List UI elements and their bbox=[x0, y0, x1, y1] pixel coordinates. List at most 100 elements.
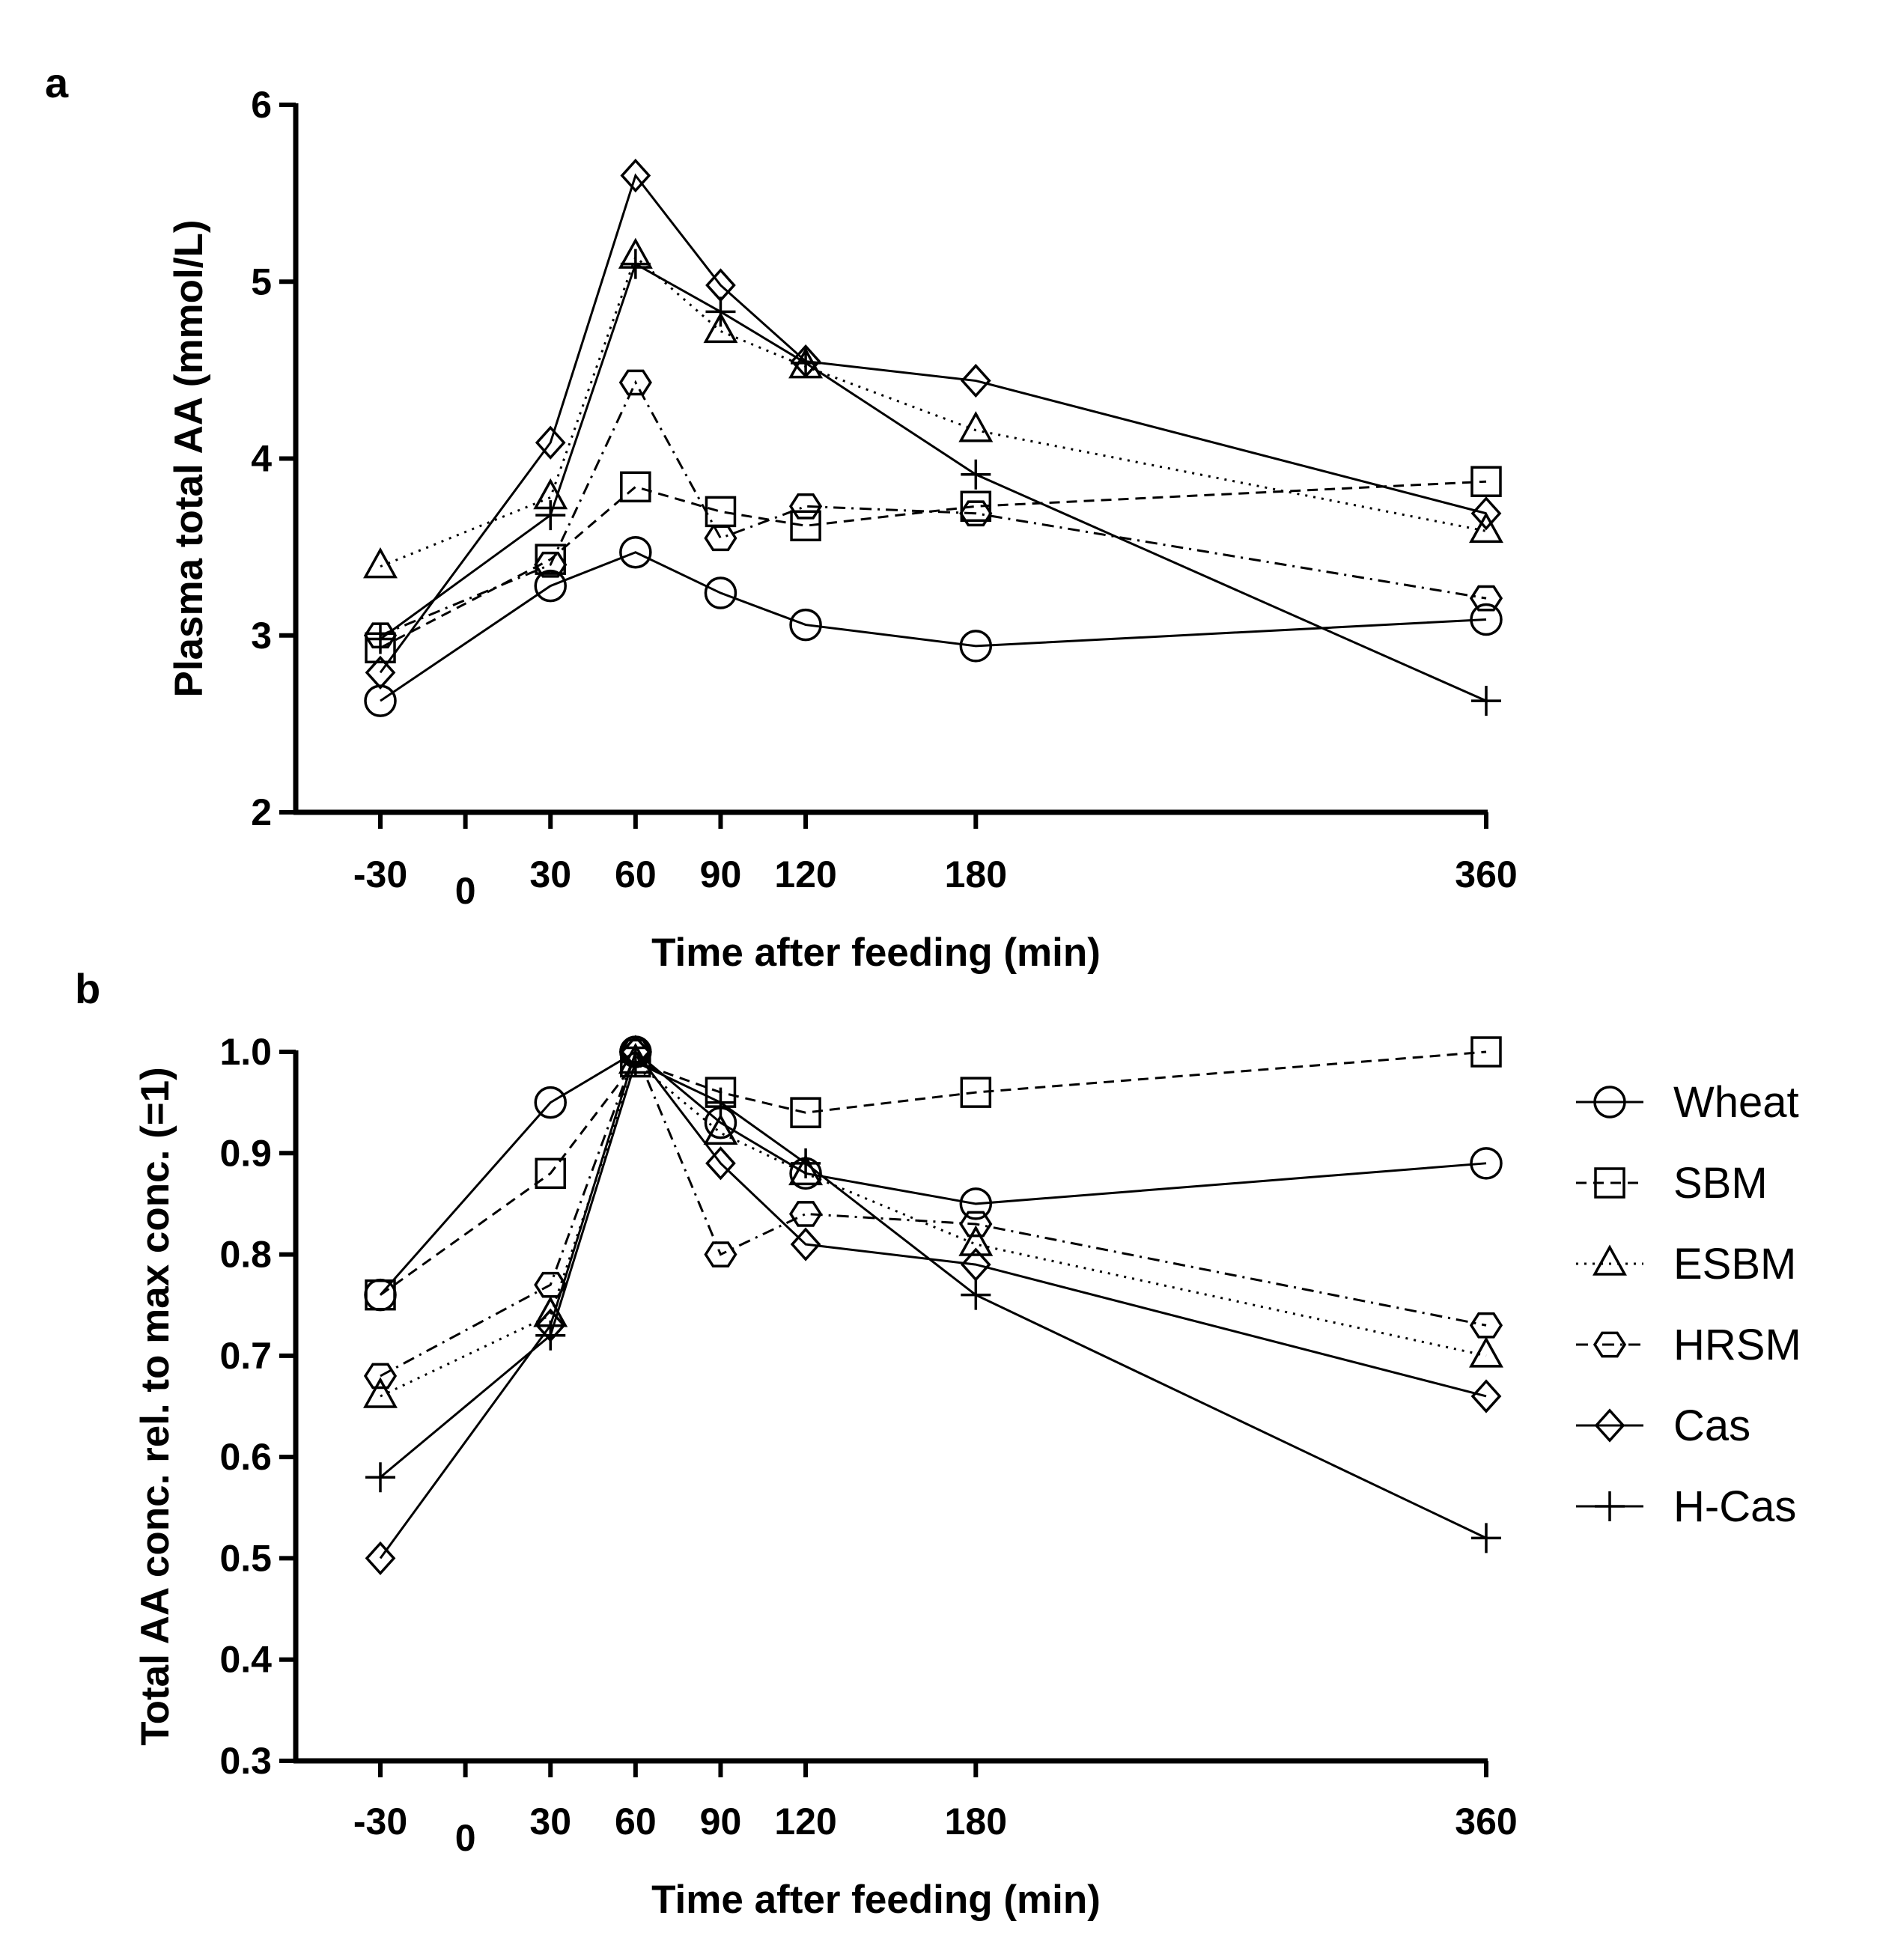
data-point-cas bbox=[960, 1247, 991, 1282]
data-point-hrsm bbox=[788, 493, 823, 520]
y-tick-label: 0.8 bbox=[219, 1234, 272, 1276]
data-point-hrsm bbox=[363, 1363, 398, 1390]
legend-label-hrsm: HRSM bbox=[1673, 1321, 1801, 1369]
x-tick-label: -30 bbox=[353, 1801, 407, 1842]
data-point-hrsm bbox=[1469, 1312, 1503, 1339]
data-point-hrsm bbox=[534, 551, 568, 578]
data-point-wheat bbox=[1470, 1147, 1503, 1180]
y-tick-label: 0.7 bbox=[219, 1335, 272, 1377]
data-point-hrsm bbox=[704, 525, 737, 552]
data-point-esbm bbox=[703, 311, 738, 344]
data-point-esbm bbox=[958, 411, 994, 442]
legend-label-wheat: Wheat bbox=[1673, 1078, 1799, 1127]
y-tick-label: 1.0 bbox=[219, 1031, 272, 1073]
data-point-h-cas bbox=[620, 1047, 651, 1077]
data-point-esbm bbox=[363, 1377, 398, 1408]
data-point-hrsm bbox=[363, 622, 398, 649]
x-axis-title: Time after feeding (min) bbox=[651, 931, 1101, 975]
series-line-wheat bbox=[379, 1050, 1487, 1296]
x-tick-label: 360 bbox=[1455, 1801, 1517, 1842]
legend-hexagon-icon bbox=[1593, 1331, 1627, 1358]
data-point-wheat bbox=[959, 1187, 993, 1220]
data-point-h-cas bbox=[705, 1087, 736, 1118]
data-point-h-cas bbox=[365, 624, 395, 654]
y-axis-title: Total AA conc. rel. to max conc. (=1) bbox=[133, 1067, 177, 1746]
data-point-cas bbox=[365, 1541, 396, 1576]
y-tick-label: 0.6 bbox=[219, 1436, 272, 1478]
y-tick-label: 0.4 bbox=[219, 1639, 272, 1681]
data-point-h-cas bbox=[1471, 1523, 1501, 1553]
data-point-h-cas bbox=[791, 1148, 821, 1178]
legend-circle-icon bbox=[1593, 1086, 1626, 1119]
chart-panel-a: 2 3 4 5 6 -30 0 30 60 90 120 180 360 Time after feedi… bbox=[167, 84, 1518, 975]
data-point-sbm bbox=[960, 1077, 992, 1108]
x-axis-title: Time after feeding (min) bbox=[651, 1878, 1101, 1922]
data-point-wheat bbox=[534, 1086, 567, 1119]
data-point-esbm bbox=[1469, 1336, 1503, 1368]
y-tick-label: 0.3 bbox=[219, 1740, 272, 1782]
data-point-sbm bbox=[1470, 1036, 1502, 1068]
data-point-hrsm bbox=[1469, 585, 1503, 612]
series-line-esbm bbox=[380, 255, 1487, 568]
data-point-sbm bbox=[365, 1279, 396, 1311]
data-point-h-cas bbox=[1471, 686, 1501, 716]
legend-square-icon bbox=[1594, 1167, 1625, 1199]
data-point-hrsm bbox=[534, 1271, 568, 1298]
y-tick-label: 6 bbox=[251, 84, 272, 126]
data-point-h-cas bbox=[961, 1279, 991, 1310]
x-tick-label: 180 bbox=[945, 1801, 1007, 1842]
chart-panel-b: 0.3 0.4 0.5 0.6 0.7 0.8 0.9 1.0 -30 0 30 60 90 120 180… bbox=[133, 1031, 1518, 1922]
x-tick-label: 60 bbox=[615, 1801, 657, 1842]
series-line-h-cas bbox=[380, 262, 1487, 702]
data-point-h-cas bbox=[620, 249, 651, 279]
data-point-hrsm bbox=[959, 500, 993, 527]
data-point-h-cas bbox=[705, 296, 736, 327]
data-point-cas bbox=[620, 158, 651, 193]
series-line-h-cas bbox=[380, 1060, 1487, 1539]
data-point-sbm bbox=[535, 544, 566, 575]
data-point-sbm bbox=[960, 490, 992, 523]
data-point-wheat bbox=[789, 608, 822, 642]
series-line-hrsm bbox=[380, 380, 1487, 637]
data-point-sbm bbox=[535, 1157, 566, 1190]
x-tick-label: 180 bbox=[945, 853, 1007, 895]
x-tick-label: 0 bbox=[455, 1817, 476, 1859]
x-tick-label: 0 bbox=[455, 870, 476, 912]
legend-diamond-icon bbox=[1594, 1408, 1625, 1443]
data-point-sbm bbox=[790, 510, 821, 542]
data-point-wheat bbox=[959, 630, 993, 663]
x-tick-label: 360 bbox=[1455, 853, 1517, 895]
data-point-sbm bbox=[1470, 466, 1502, 497]
data-point-esbm bbox=[1469, 511, 1503, 544]
data-point-esbm bbox=[788, 1154, 824, 1186]
data-point-esbm bbox=[703, 1113, 738, 1145]
data-point-h-cas bbox=[535, 500, 566, 531]
data-point-wheat bbox=[1470, 603, 1503, 636]
data-point-esbm bbox=[958, 1225, 994, 1256]
data-point-hrsm bbox=[788, 1201, 823, 1227]
x-tick-label: 120 bbox=[774, 853, 836, 895]
legend-label-h-cas: H-Cas bbox=[1673, 1482, 1796, 1531]
data-point-h-cas bbox=[791, 347, 821, 378]
data-point-hrsm bbox=[618, 369, 652, 396]
x-tick-label: 60 bbox=[615, 853, 657, 895]
panel-label-b: b bbox=[75, 965, 100, 1012]
y-tick-label: 3 bbox=[251, 615, 272, 657]
x-tick-label: 30 bbox=[529, 853, 571, 895]
series-line-hrsm bbox=[380, 1048, 1487, 1378]
data-point-cas bbox=[790, 1227, 821, 1261]
legend-label-sbm: SBM bbox=[1673, 1159, 1768, 1208]
series-line-sbm bbox=[380, 480, 1487, 649]
data-point-h-cas bbox=[365, 1462, 395, 1493]
data-point-sbm bbox=[790, 1097, 821, 1128]
data-point-h-cas bbox=[961, 459, 991, 490]
y-tick-label: 4 bbox=[251, 438, 272, 480]
data-point-wheat bbox=[534, 569, 567, 603]
data-point-sbm bbox=[620, 471, 651, 503]
data-point-esbm bbox=[363, 547, 398, 579]
legend-label-cas: Cas bbox=[1673, 1401, 1750, 1450]
x-tick-label: 90 bbox=[700, 1801, 742, 1842]
legend-triangle-icon bbox=[1593, 1244, 1627, 1276]
x-tick-label: 90 bbox=[700, 853, 742, 895]
